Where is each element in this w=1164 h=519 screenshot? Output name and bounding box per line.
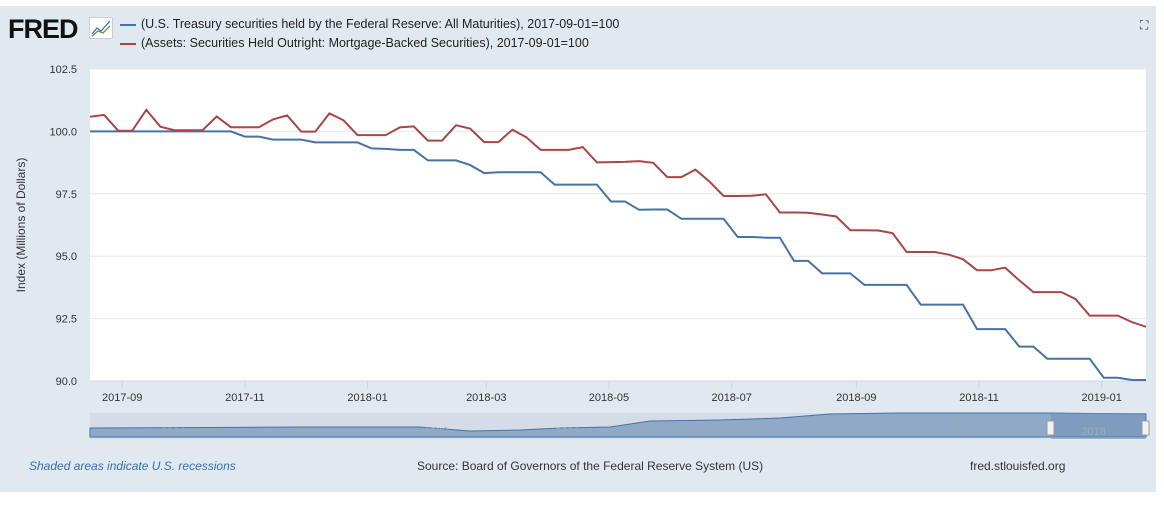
navigator-year-label: 2006 <box>292 426 316 438</box>
legend-label: (Assets: Securities Held Outright: Mortg… <box>141 36 589 50</box>
navigator-year-label: 2018 <box>1081 426 1105 438</box>
x-tick-label: 2019-01 <box>1082 392 1122 404</box>
y-tick-label: 97.5 <box>56 189 77 201</box>
x-tick-label: 2018-05 <box>589 392 629 404</box>
y-axis-label: Index (Millions of Dollars) <box>14 158 28 293</box>
navigator-year-label: 2004 <box>161 426 185 438</box>
x-tick-label: 2018-03 <box>466 392 506 404</box>
navigator-year-label: 2010 <box>555 426 579 438</box>
x-tick-label: 2018-09 <box>836 392 876 404</box>
x-tick-label: 2018-01 <box>347 392 387 404</box>
navigator-year-label: 2014 <box>818 426 842 438</box>
series-line-0 <box>90 130 1146 381</box>
series-line-1 <box>89 108 1147 328</box>
y-tick-label: 102.5 <box>49 64 77 76</box>
x-tick-label: 2017-09 <box>102 392 142 404</box>
source-text: Source: Board of Governors of the Federa… <box>417 459 764 473</box>
plot-area <box>90 69 1146 381</box>
y-tick-label: 92.5 <box>56 314 77 326</box>
recession-note[interactable]: Shaded areas indicate U.S. recessions <box>29 459 236 473</box>
y-tick-label: 95.0 <box>56 251 77 263</box>
fullscreen-icon[interactable]: ⛶ <box>1140 18 1149 32</box>
x-tick-label: 2018-07 <box>711 392 751 404</box>
y-tick-label: 90.0 <box>56 376 77 388</box>
x-tick-label: 2018-11 <box>959 392 999 404</box>
legend-item-mbs[interactable]: (Assets: Securities Held Outright: Mortg… <box>120 36 589 50</box>
graph-icon <box>89 17 113 39</box>
legend-swatch-blue <box>120 23 136 26</box>
navigator-handle-left[interactable] <box>1046 420 1055 436</box>
legend-label: (U.S. Treasury securities held by the Fe… <box>141 17 620 31</box>
navigator[interactable]: 2004 2006 2008 2010 2012 2014 2016 2018 <box>89 412 1150 439</box>
navigator-selection[interactable] <box>1051 413 1146 439</box>
legend-item-treasury[interactable]: (U.S. Treasury securities held by the Fe… <box>120 17 619 31</box>
y-tick-label: 100.0 <box>49 126 77 138</box>
navigator-year-label: 2016 <box>950 426 974 438</box>
x-tick-label: 2017-11 <box>225 392 265 404</box>
navigator-year-label: 2008 <box>424 426 448 438</box>
site-link[interactable]: fred.stlouisfed.org <box>970 459 1066 473</box>
legend-swatch-red <box>120 42 136 45</box>
fred-logo[interactable]: FRED <box>8 14 78 44</box>
navigator-year-label: 2012 <box>687 426 711 438</box>
navigator-handle-right[interactable] <box>1141 420 1150 436</box>
